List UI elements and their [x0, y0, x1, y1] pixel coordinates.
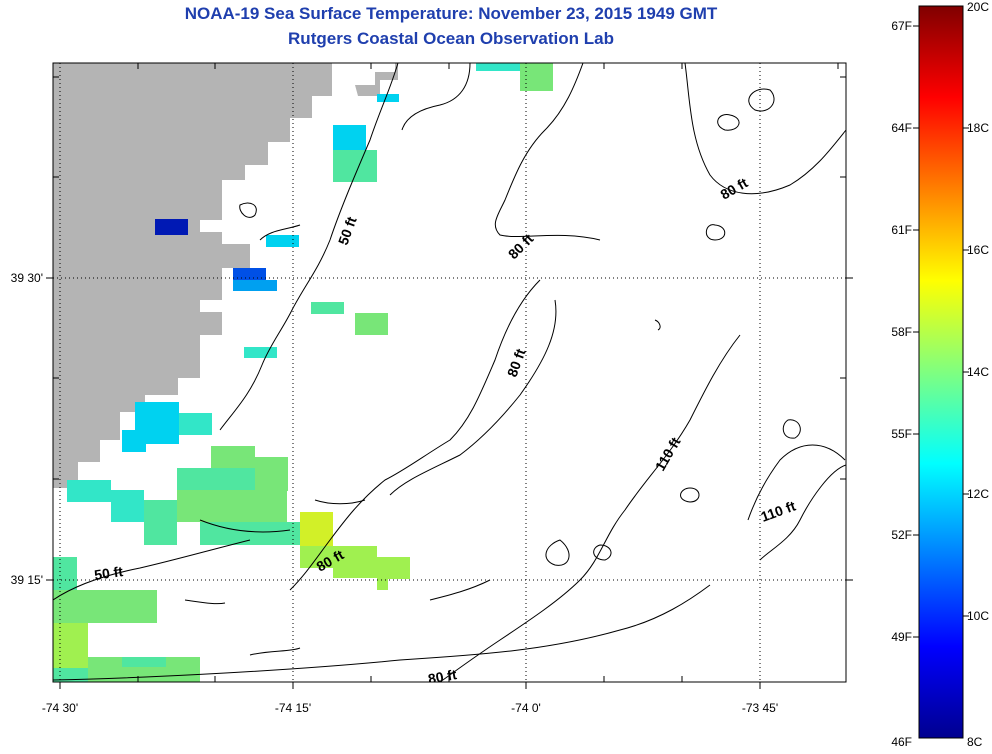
- colorbar-c-label: 10C: [967, 609, 989, 623]
- contour-110ft-c: [759, 464, 846, 561]
- lon-tick-label: -74 30': [42, 701, 78, 715]
- colorbar-f-label: 64F: [891, 121, 912, 135]
- contour-80ft-a: [401, 63, 471, 131]
- colorbar-f-label: 58F: [891, 325, 912, 339]
- colorbar: 67F 64F 61F 58F 55F 52F 49F 46F 20C 18C …: [891, 0, 989, 749]
- colorbar-c-label: 16C: [967, 243, 989, 257]
- contour-80ft-b: [494, 63, 601, 241]
- contour-80ft-d: [389, 299, 557, 496]
- colorbar-f-label: 46F: [891, 735, 912, 749]
- map-subtitle: Rutgers Coastal Ocean Observation Lab: [288, 29, 614, 48]
- contour-label: 80 ft: [427, 666, 458, 687]
- contour-50ft-south: [53, 539, 251, 601]
- lon-tick-label: -74 0': [511, 701, 541, 715]
- contour-110ft-a: [439, 334, 741, 682]
- colorbar-c-label: 20C: [967, 0, 989, 14]
- lon-tick-label: -74 15': [275, 701, 311, 715]
- axis-ticks: [46, 63, 853, 689]
- colorbar-c-label: 8C: [967, 735, 983, 749]
- lat-tick-label: 39 15': [11, 573, 43, 587]
- colorbar-f-label: 55F: [891, 427, 912, 441]
- lat-tick-label: 39 30': [11, 271, 43, 285]
- land-patch: [120, 298, 165, 380]
- colorbar-f-label: 67F: [891, 19, 912, 33]
- sst-pixels: [53, 63, 553, 682]
- lon-tick-label: -73 45': [742, 701, 778, 715]
- depth-contours: [53, 63, 846, 682]
- colorbar-c-label: 14C: [967, 365, 989, 379]
- colorbar-f-label: 49F: [891, 630, 912, 644]
- contour-80ft-f: [684, 63, 846, 195]
- colorbar-gradient: [918, 5, 964, 739]
- map-title: NOAA-19 Sea Surface Temperature: Novembe…: [184, 4, 718, 23]
- contour-50ft-north: [219, 63, 399, 431]
- contour-label: 50 ft: [93, 563, 124, 583]
- colorbar-c-label: 12C: [967, 487, 989, 501]
- colorbar-f-label: 61F: [891, 223, 912, 237]
- contour-110ft-b: [747, 444, 846, 521]
- contour-80ft-e: [53, 584, 711, 681]
- contour-80ft-c: [289, 279, 541, 591]
- land-island: [355, 63, 398, 96]
- colorbar-c-label: 18C: [967, 121, 989, 135]
- lon-tick-labels: -74 30' -74 15' -74 0' -73 45': [42, 701, 778, 715]
- lat-tick-labels: 39 30' 39 15': [11, 271, 43, 587]
- colorbar-f-label: 52F: [891, 528, 912, 542]
- land-mass: [53, 63, 332, 488]
- graticule: [53, 63, 846, 682]
